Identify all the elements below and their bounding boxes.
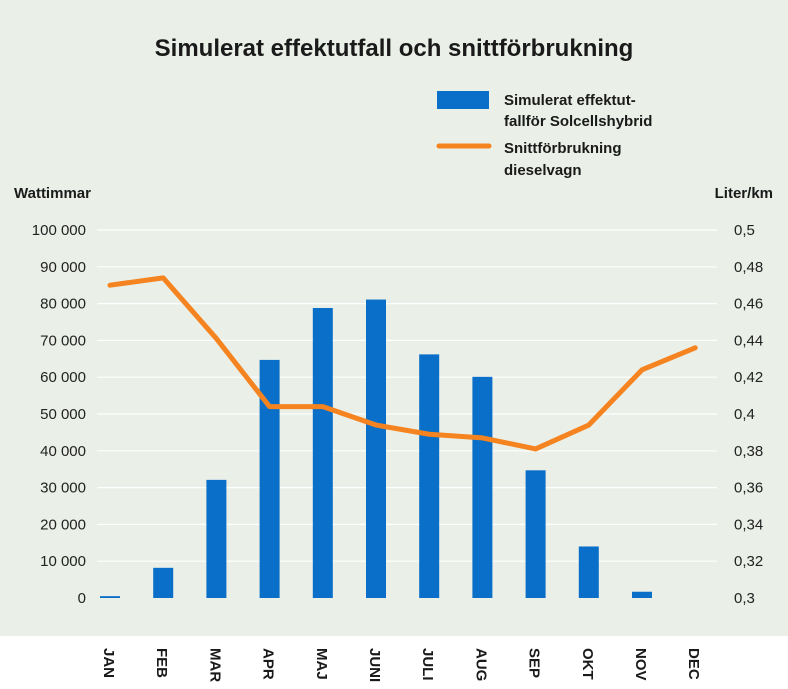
right-tick-label: 0,38	[734, 443, 763, 460]
month-label-maj: MAJ	[313, 648, 330, 680]
right-tick-label: 0,44	[734, 332, 763, 349]
bar-jan	[100, 596, 120, 598]
bar-juni	[366, 299, 386, 598]
right-tick-label: 0,3	[734, 590, 755, 607]
month-label-okt: OKT	[579, 648, 596, 680]
right-tick-label: 0,4	[734, 406, 755, 423]
left-tick-label: 30 000	[40, 480, 86, 497]
month-label-mar: MAR	[206, 648, 223, 682]
bar-feb	[153, 567, 174, 598]
month-label-band	[0, 636, 788, 689]
month-label-juni: JUNI	[366, 648, 383, 682]
legend-line-label-line1: Snittförbrukning	[504, 140, 621, 157]
bar-apr	[259, 359, 280, 598]
left-tick-label: 10 000	[40, 553, 86, 570]
right-tick-label: 0,46	[734, 296, 763, 313]
left-tick-label: 40 000	[40, 443, 86, 460]
left-tick-label: 50 000	[40, 406, 86, 423]
month-labels: JAN FEB MAR APR MAJ JUNI JULI AUG SEP OKT NOV DEC	[100, 648, 702, 682]
chart-background	[0, 0, 788, 636]
legend-bar-label-line1: Simulerat effektut-	[504, 92, 636, 109]
bar-juli	[419, 354, 440, 598]
legend-bar-label-line2: fallför Solcellshybrid	[504, 113, 652, 130]
month-label-dec: DEC	[685, 648, 702, 680]
legend: Simulerat effektut- fallför Solcellshybr…	[436, 91, 652, 179]
right-axis-ticks: 0,3 0,32 0,34 0,36 0,38 0,4 0,42 0,44 0,46 0,48 0,…	[734, 222, 763, 607]
month-label-juli: JULI	[419, 648, 436, 681]
left-tick-label: 70 000	[40, 332, 86, 349]
bar-nov	[632, 591, 652, 598]
month-label-apr: APR	[260, 648, 277, 680]
left-tick-label: 80 000	[40, 296, 86, 313]
legend-bar-swatch	[437, 91, 489, 109]
right-tick-label: 0,36	[734, 480, 763, 497]
bar-maj	[312, 308, 333, 598]
line-series-path	[107, 275, 698, 452]
month-label-feb: FEB	[153, 648, 170, 678]
month-label-sep: SEP	[526, 648, 543, 678]
left-tick-label: 20 000	[40, 516, 86, 533]
right-tick-label: 0,34	[734, 516, 763, 533]
gridlines	[97, 229, 717, 562]
left-tick-label: 90 000	[40, 259, 86, 276]
bar-sep	[525, 470, 546, 598]
right-axis-title: Liter/km	[715, 185, 773, 202]
right-tick-label: 0,5	[734, 222, 755, 239]
right-tick-label: 0,48	[734, 259, 763, 276]
bar-okt	[578, 546, 599, 598]
left-tick-label: 0	[78, 590, 86, 607]
month-label-nov: NOV	[632, 648, 649, 681]
bar-aug	[472, 376, 493, 598]
bar-mar	[206, 479, 227, 598]
bar-series	[100, 299, 652, 598]
right-tick-label: 0,42	[734, 369, 763, 386]
line-series	[107, 275, 698, 452]
left-axis-title: Wattimmar	[14, 185, 91, 202]
left-tick-label: 100 000	[32, 222, 86, 239]
left-tick-label: 60 000	[40, 369, 86, 386]
month-label-jan: JAN	[100, 648, 117, 678]
legend-line-label-line2: dieselvagn	[504, 162, 582, 179]
month-label-aug: AUG	[472, 648, 489, 681]
left-axis-ticks: 0 10 000 20 000 30 000 40 000 50 000 60 000 70 …	[32, 222, 86, 607]
right-tick-label: 0,32	[734, 553, 763, 570]
chart-title: Simulerat effektutfall och snittförbrukn…	[155, 35, 634, 62]
